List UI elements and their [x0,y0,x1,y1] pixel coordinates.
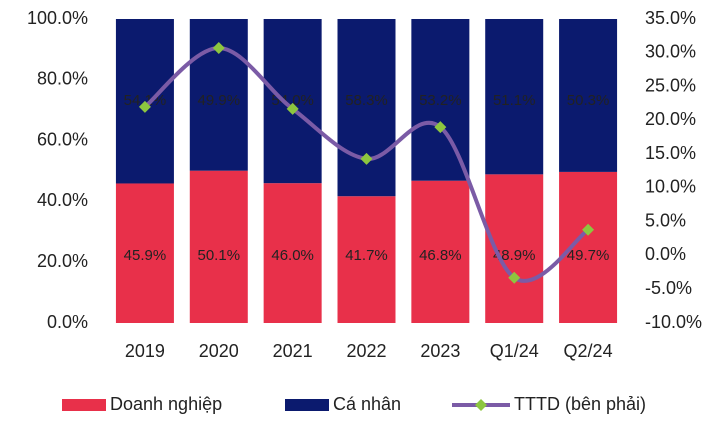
y-tick-label: 80.0% [37,69,88,89]
bar [337,19,396,197]
value-label: 50.1% [198,247,241,264]
value-label: 51.1% [493,92,536,109]
y-tick-label: 60.0% [37,129,88,149]
value-label: 53.2% [419,92,462,109]
bar [263,19,322,184]
y2-tick-label: 0.0% [645,244,686,264]
legend-label: Cá nhân [333,394,401,414]
value-label: 46.8% [419,247,462,264]
y2-tick-label: -5.0% [645,278,692,298]
bar [559,19,618,172]
x-tick-label: Q1/24 [490,341,539,361]
marker [138,100,151,113]
bar [189,170,248,323]
y-tick-label: 20.0% [37,251,88,271]
marker [434,121,447,134]
bar [411,180,470,323]
y2-tick-label: 30.0% [645,42,696,62]
value-label: 58.3% [345,92,388,109]
value-label: 45.9% [124,247,167,264]
marker [212,42,225,55]
marker [582,223,595,236]
x-tick-label: 2020 [199,341,239,361]
value-label: 41.7% [345,247,388,264]
y2-tick-label: 25.0% [645,75,696,95]
legend-swatch [62,399,106,411]
value-label: 50.3% [567,92,610,109]
bar [115,183,174,323]
x-tick-label: 2023 [420,341,460,361]
legend-swatch [475,399,487,411]
y-tick-label: 40.0% [37,190,88,210]
legend-label: TTTD (bên phải) [514,394,646,414]
y2-tick-label: 35.0% [645,8,696,28]
bar [485,19,544,175]
y-tick-label: 0.0% [47,312,88,332]
value-label: 49.7% [567,247,610,264]
legend-swatch [285,399,329,411]
y-tick-label: 100.0% [27,8,88,28]
value-label: 54.0% [271,92,314,109]
y2-tick-label: 10.0% [645,177,696,197]
legend-label: Doanh nghiệp [110,394,222,414]
x-tick-label: Q2/24 [564,341,613,361]
bar [337,196,396,323]
value-label: 48.9% [493,247,536,264]
bar [263,183,322,323]
marker [360,152,373,165]
x-tick-label: 2022 [346,341,386,361]
marker [508,271,521,284]
value-label: 46.0% [271,247,314,264]
x-tick-label: 2021 [273,341,313,361]
value-label: 49.9% [198,92,241,109]
x-tick-label: 2019 [125,341,165,361]
y2-tick-label: -10.0% [645,312,702,332]
y2-tick-label: 20.0% [645,109,696,129]
y2-tick-label: 5.0% [645,210,686,230]
y2-tick-label: 15.0% [645,143,696,163]
marker [286,102,299,115]
